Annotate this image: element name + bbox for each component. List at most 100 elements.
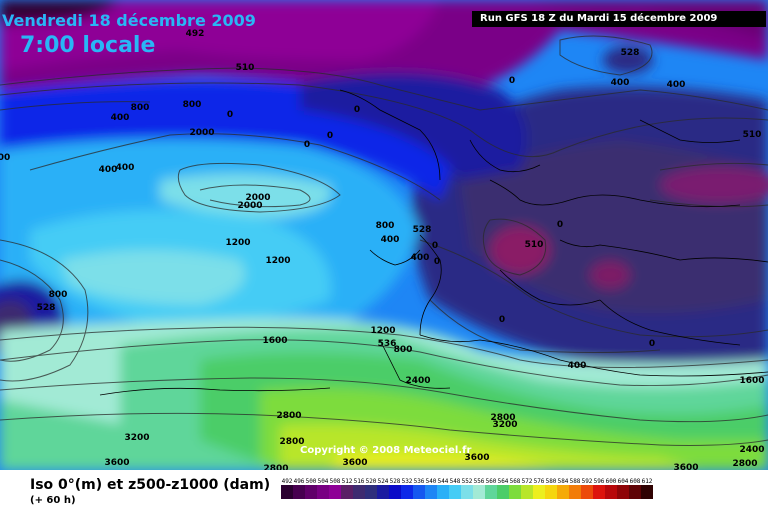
contour-label: 2000 — [237, 201, 262, 211]
scale-label: 540 — [425, 478, 437, 485]
color-scale-labels: 492 496 500 504 508 512 516 520 524 528 532 536 540 5… — [281, 478, 752, 485]
contour-label: 0 — [499, 315, 505, 325]
contour-label: 0 — [354, 105, 360, 115]
scale-swatch — [401, 485, 413, 499]
scale-label: 600 — [605, 478, 617, 485]
scale-label: 492 — [281, 478, 293, 485]
contour-label: 400 — [99, 165, 118, 175]
contour-label: 536 — [378, 339, 397, 349]
contour-label: 0 — [434, 257, 440, 267]
contour-label: 400 — [411, 253, 430, 263]
contour-label: 2400 — [739, 445, 764, 455]
contour-label: 3200 — [492, 420, 517, 430]
color-scale: 492 496 500 504 508 512 516 520 524 528 532 536 540 5… — [281, 478, 752, 510]
scale-swatch — [305, 485, 317, 499]
scale-label: 612 — [641, 478, 653, 485]
scale-swatch — [545, 485, 557, 499]
contour-label: 510 — [236, 63, 255, 73]
contour-label: 510 — [525, 240, 544, 250]
scale-label: 544 — [437, 478, 449, 485]
contour-label: 1200 — [265, 256, 290, 266]
scale-label: 552 — [461, 478, 473, 485]
scale-swatch — [377, 485, 389, 499]
contour-label: 1200 — [370, 326, 395, 336]
scale-label: 512 — [341, 478, 353, 485]
scale-label: 572 — [521, 478, 533, 485]
scale-swatch — [605, 485, 617, 499]
scale-label: 576 — [533, 478, 545, 485]
contour-label: 528 — [37, 303, 56, 313]
run-info-box: Run GFS 18 Z du Mardi 15 décembre 2009 — [472, 11, 766, 27]
scale-swatch — [509, 485, 521, 499]
forecast-time: 7:00 locale — [20, 33, 156, 58]
contour-label: 1600 — [262, 336, 287, 346]
scale-swatch — [497, 485, 509, 499]
thickness-field — [0, 0, 768, 470]
scale-swatch — [473, 485, 485, 499]
contour-label: 800 — [49, 290, 68, 300]
scale-label: 536 — [413, 478, 425, 485]
contour-label: 3600 — [673, 463, 698, 470]
contour-label: 400 — [568, 361, 587, 371]
scale-swatch — [329, 485, 341, 499]
scale-swatch — [569, 485, 581, 499]
contour-label: 2800 — [263, 464, 288, 470]
contour-label: 2000 — [189, 128, 214, 138]
contour-label: 1200 — [225, 238, 250, 248]
scale-label: 524 — [377, 478, 389, 485]
scale-label: 520 — [365, 478, 377, 485]
copyright-text: Copyright © 2008 Meteociel.fr — [300, 445, 472, 456]
contour-label: 2000 — [245, 193, 270, 203]
scale-label: 592 — [581, 478, 593, 485]
contour-label: 2800 — [279, 437, 304, 447]
contour-label: 0 — [649, 339, 655, 349]
scale-label: 560 — [485, 478, 497, 485]
scale-label: 596 — [593, 478, 605, 485]
scale-label: 508 — [329, 478, 341, 485]
scale-swatch — [425, 485, 437, 499]
scale-label: 496 — [293, 478, 305, 485]
scale-swatch — [437, 485, 449, 499]
contour-label: 400 — [111, 113, 130, 123]
contour-label: 0 — [227, 110, 233, 120]
scale-swatch — [293, 485, 305, 499]
legend-title: Iso 0°(m) et z500-z1000 (dam) — [30, 477, 271, 493]
scale-swatch — [413, 485, 425, 499]
scale-label: 548 — [449, 478, 461, 485]
contour-label: 528 — [413, 225, 432, 235]
legend-subtitle: (+ 60 h) — [30, 495, 76, 506]
contour-label: 1600 — [739, 376, 764, 386]
contour-label: 2800 — [732, 459, 757, 469]
scale-label: 556 — [473, 478, 485, 485]
contour-label: 800 — [394, 345, 413, 355]
scale-swatch — [593, 485, 605, 499]
scale-label: 532 — [401, 478, 413, 485]
contour-label: 00 — [0, 153, 10, 163]
contour-label: 0 — [432, 241, 438, 251]
scale-swatch — [617, 485, 629, 499]
scale-swatch — [389, 485, 401, 499]
contour-label: 3600 — [342, 458, 367, 468]
contour-label: 0 — [327, 131, 333, 141]
contour-label: 3200 — [124, 433, 149, 443]
contour-label: 528 — [621, 48, 640, 58]
contour-label: 510 — [743, 130, 762, 140]
scale-swatch — [341, 485, 353, 499]
contour-label: 800 — [131, 103, 150, 113]
scale-label: 584 — [557, 478, 569, 485]
contour-label: 3600 — [464, 453, 489, 463]
scale-swatch — [485, 485, 497, 499]
scale-swatch — [533, 485, 545, 499]
contour-lines — [0, 35, 768, 446]
contour-label: 800 — [183, 100, 202, 110]
scale-label: 528 — [389, 478, 401, 485]
scale-swatch — [353, 485, 365, 499]
scale-label: 504 — [317, 478, 329, 485]
contour-label: 800 — [376, 221, 395, 231]
scale-swatch — [521, 485, 533, 499]
scale-swatch — [461, 485, 473, 499]
scale-label: 588 — [569, 478, 581, 485]
scale-swatch — [449, 485, 461, 499]
